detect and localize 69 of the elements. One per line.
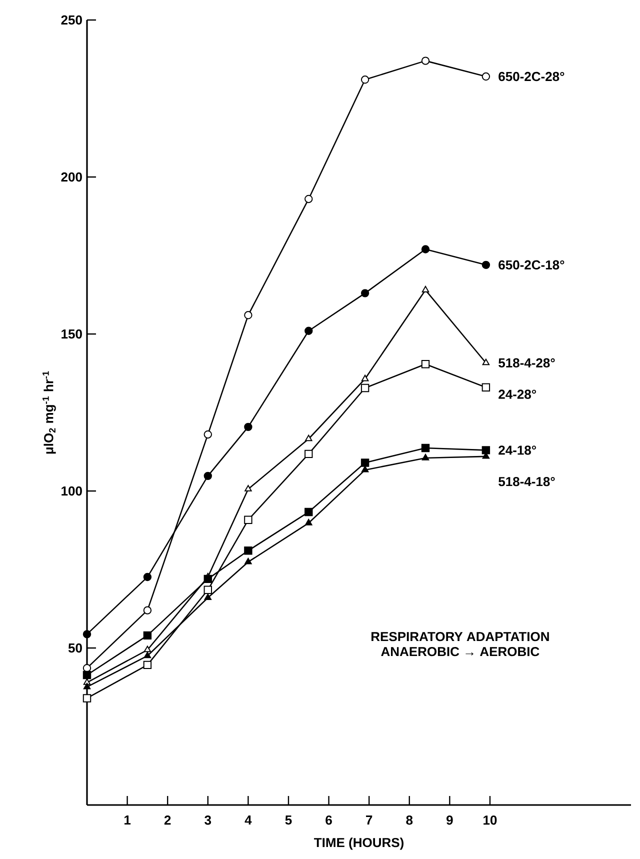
y-axis-title: μlO$_{2}$ mg$^{-1}$ hr$^{-1}$ [42, 371, 56, 454]
point [304, 326, 313, 335]
x-tick-label: 6 [326, 816, 332, 825]
point [360, 384, 370, 392]
y-tick-label: 150 [62, 329, 82, 339]
y-tick-label: 200 [61, 172, 82, 182]
series-label: 24-18° [498, 446, 536, 455]
point [482, 446, 490, 454]
point [421, 360, 430, 368]
point [143, 572, 152, 582]
point [482, 260, 490, 270]
point [204, 586, 212, 594]
point [304, 194, 313, 204]
x-tick-label: 3 [204, 816, 212, 825]
point [305, 434, 312, 442]
point [204, 574, 212, 584]
point [144, 652, 152, 658]
point [244, 485, 252, 492]
annotation: RESPIRATORY ADAPTATION [372, 632, 549, 642]
point [360, 458, 370, 467]
point [82, 670, 92, 680]
y-tick-label: 250 [61, 15, 82, 25]
point [482, 383, 490, 392]
point [143, 606, 152, 614]
series-label: 24-28° [498, 390, 536, 399]
annotation: ANAEROBIC → AEROBIC [381, 646, 540, 656]
x-tick-label: 1 [124, 816, 131, 824]
point [421, 245, 430, 254]
x-tick-label: 2 [164, 816, 171, 825]
point [361, 374, 369, 382]
x-tick-label: 4 [244, 816, 252, 824]
point [304, 450, 313, 458]
point [204, 430, 212, 439]
point [422, 286, 430, 292]
series-label: 518-4-28° [498, 358, 555, 368]
point [244, 311, 252, 320]
point [360, 76, 370, 84]
point [304, 508, 313, 516]
point [82, 694, 92, 702]
point [421, 444, 430, 452]
point [305, 518, 312, 526]
point [360, 289, 370, 298]
series-label: 518-4-18° [498, 476, 555, 486]
x-tick-label: 8 [406, 816, 413, 825]
point [143, 660, 152, 670]
x-tick-label: 5 [285, 816, 292, 825]
point [244, 558, 252, 564]
series-label: 650-2C-18° [498, 260, 564, 270]
point [144, 646, 152, 652]
point [82, 630, 92, 638]
x-axis-title: TIME (HOURS) [314, 838, 404, 850]
x-tick-label: 10 [484, 816, 497, 825]
series-label: 650-2C-28° [498, 72, 564, 82]
point [482, 358, 490, 366]
point [421, 56, 430, 65]
point [244, 516, 252, 524]
x-tick-label: 9 [446, 816, 453, 825]
point [482, 72, 490, 81]
y-tick-label: 50 [68, 643, 82, 653]
x-tick-label: 7 [366, 816, 372, 824]
point [204, 472, 212, 480]
point [244, 546, 252, 555]
point [83, 682, 91, 690]
point [143, 631, 152, 640]
point [422, 454, 430, 460]
point [244, 422, 252, 432]
point [204, 594, 212, 600]
y-tick-label: 100 [62, 486, 82, 496]
point [361, 466, 369, 472]
